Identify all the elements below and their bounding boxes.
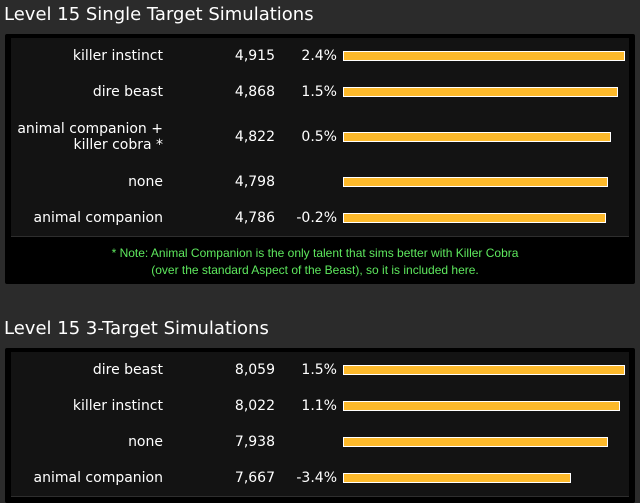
- bar: [343, 473, 571, 483]
- bar-value-label: 7,667: [234, 470, 275, 486]
- single-target-chart-panel: killer instinct 4,915 2.4% dire beast 4,868 1…: [5, 34, 635, 284]
- bar-percent-label: 0.5%: [301, 129, 337, 145]
- chart-row: killer instinct 8,022 1.1%: [11, 388, 629, 425]
- chart-row: animal companion 7,667 -3.4%: [11, 460, 629, 497]
- bar: [343, 365, 625, 375]
- bar-percent-label: -0.2%: [296, 210, 337, 226]
- chart-row: animal companion + killer cobra * 4,822 0.5…: [11, 110, 629, 165]
- bar-category-label-line: killer instinct: [72, 48, 163, 64]
- bar-percent-label: 1.5%: [301, 84, 337, 100]
- bar-category-label-line: dire beast: [92, 362, 163, 378]
- bar-percent-label: -3.4%: [296, 470, 337, 486]
- chart-row: none 7,938: [11, 424, 629, 461]
- bar: [343, 51, 625, 61]
- bar-category-label-line: animal companion +: [17, 121, 163, 137]
- bar-value-label: 4,822: [234, 129, 275, 145]
- bar-category-label: dire beast: [11, 352, 163, 388]
- bar-value-label: 4,915: [234, 48, 275, 64]
- chart-row: none 4,798: [11, 164, 629, 201]
- bar-percent-label: 1.5%: [301, 362, 337, 378]
- chart-row: animal companion 4,786 -0.2%: [11, 200, 629, 237]
- bar: [343, 132, 611, 142]
- bar-category-label-line: animal companion: [33, 210, 163, 226]
- bar-percent-label: 2.4%: [301, 48, 337, 64]
- bar: [343, 177, 608, 187]
- bar-category-label: animal companion: [11, 200, 163, 236]
- bar-percent-label: 1.1%: [301, 398, 337, 414]
- chart-note-line: (over the standard Aspect of the Beast),…: [151, 263, 479, 277]
- chart-note-line: * Note: Animal Companion is the only tal…: [111, 246, 519, 260]
- bar-value-label: 4,798: [234, 174, 275, 190]
- bar-value-label: 4,786: [234, 210, 275, 226]
- bar-percent-label: [277, 164, 337, 200]
- chart-title-single-target: Level 15 Single Target Simulations: [4, 4, 314, 25]
- bar-category-label-line: none: [128, 174, 163, 190]
- bar-category-label-line: killer instinct: [72, 398, 163, 414]
- bar-category-label: animal companion + killer cobra *: [11, 110, 163, 164]
- chart-row: dire beast 4,868 1.5%: [11, 74, 629, 111]
- bar-category-label: none: [11, 164, 163, 200]
- chart-note: * Note: Animal Companion is the only tal…: [6, 245, 624, 279]
- bar: [343, 213, 606, 223]
- bar: [343, 401, 620, 411]
- bar-percent-label: [277, 424, 337, 460]
- bar-category-label: killer instinct: [11, 388, 163, 424]
- bar-value-label: 4,868: [234, 84, 275, 100]
- three-target-chart-panel: dire beast 8,059 1.5% killer instinct 8,022 1…: [5, 348, 635, 503]
- bar-category-label-line: killer cobra *: [73, 137, 163, 153]
- bar-value-label: 7,938: [234, 434, 275, 450]
- bar-category-label: killer instinct: [11, 38, 163, 74]
- bar-category-label-line: dire beast: [92, 84, 163, 100]
- chart-row: killer instinct 4,915 2.4%: [11, 38, 629, 75]
- chart-title-three-target: Level 15 3-Target Simulations: [4, 318, 269, 339]
- bar: [343, 437, 608, 447]
- bar-category-label: animal companion: [11, 460, 163, 496]
- bar-value-label: 8,059: [234, 362, 275, 378]
- bar-category-label-line: none: [128, 434, 163, 450]
- bar-category-label: dire beast: [11, 74, 163, 110]
- bar-category-label: none: [11, 424, 163, 460]
- bar: [343, 87, 618, 97]
- bar-value-label: 8,022: [234, 398, 275, 414]
- chart-row: dire beast 8,059 1.5%: [11, 352, 629, 389]
- bar-category-label-line: animal companion: [33, 470, 163, 486]
